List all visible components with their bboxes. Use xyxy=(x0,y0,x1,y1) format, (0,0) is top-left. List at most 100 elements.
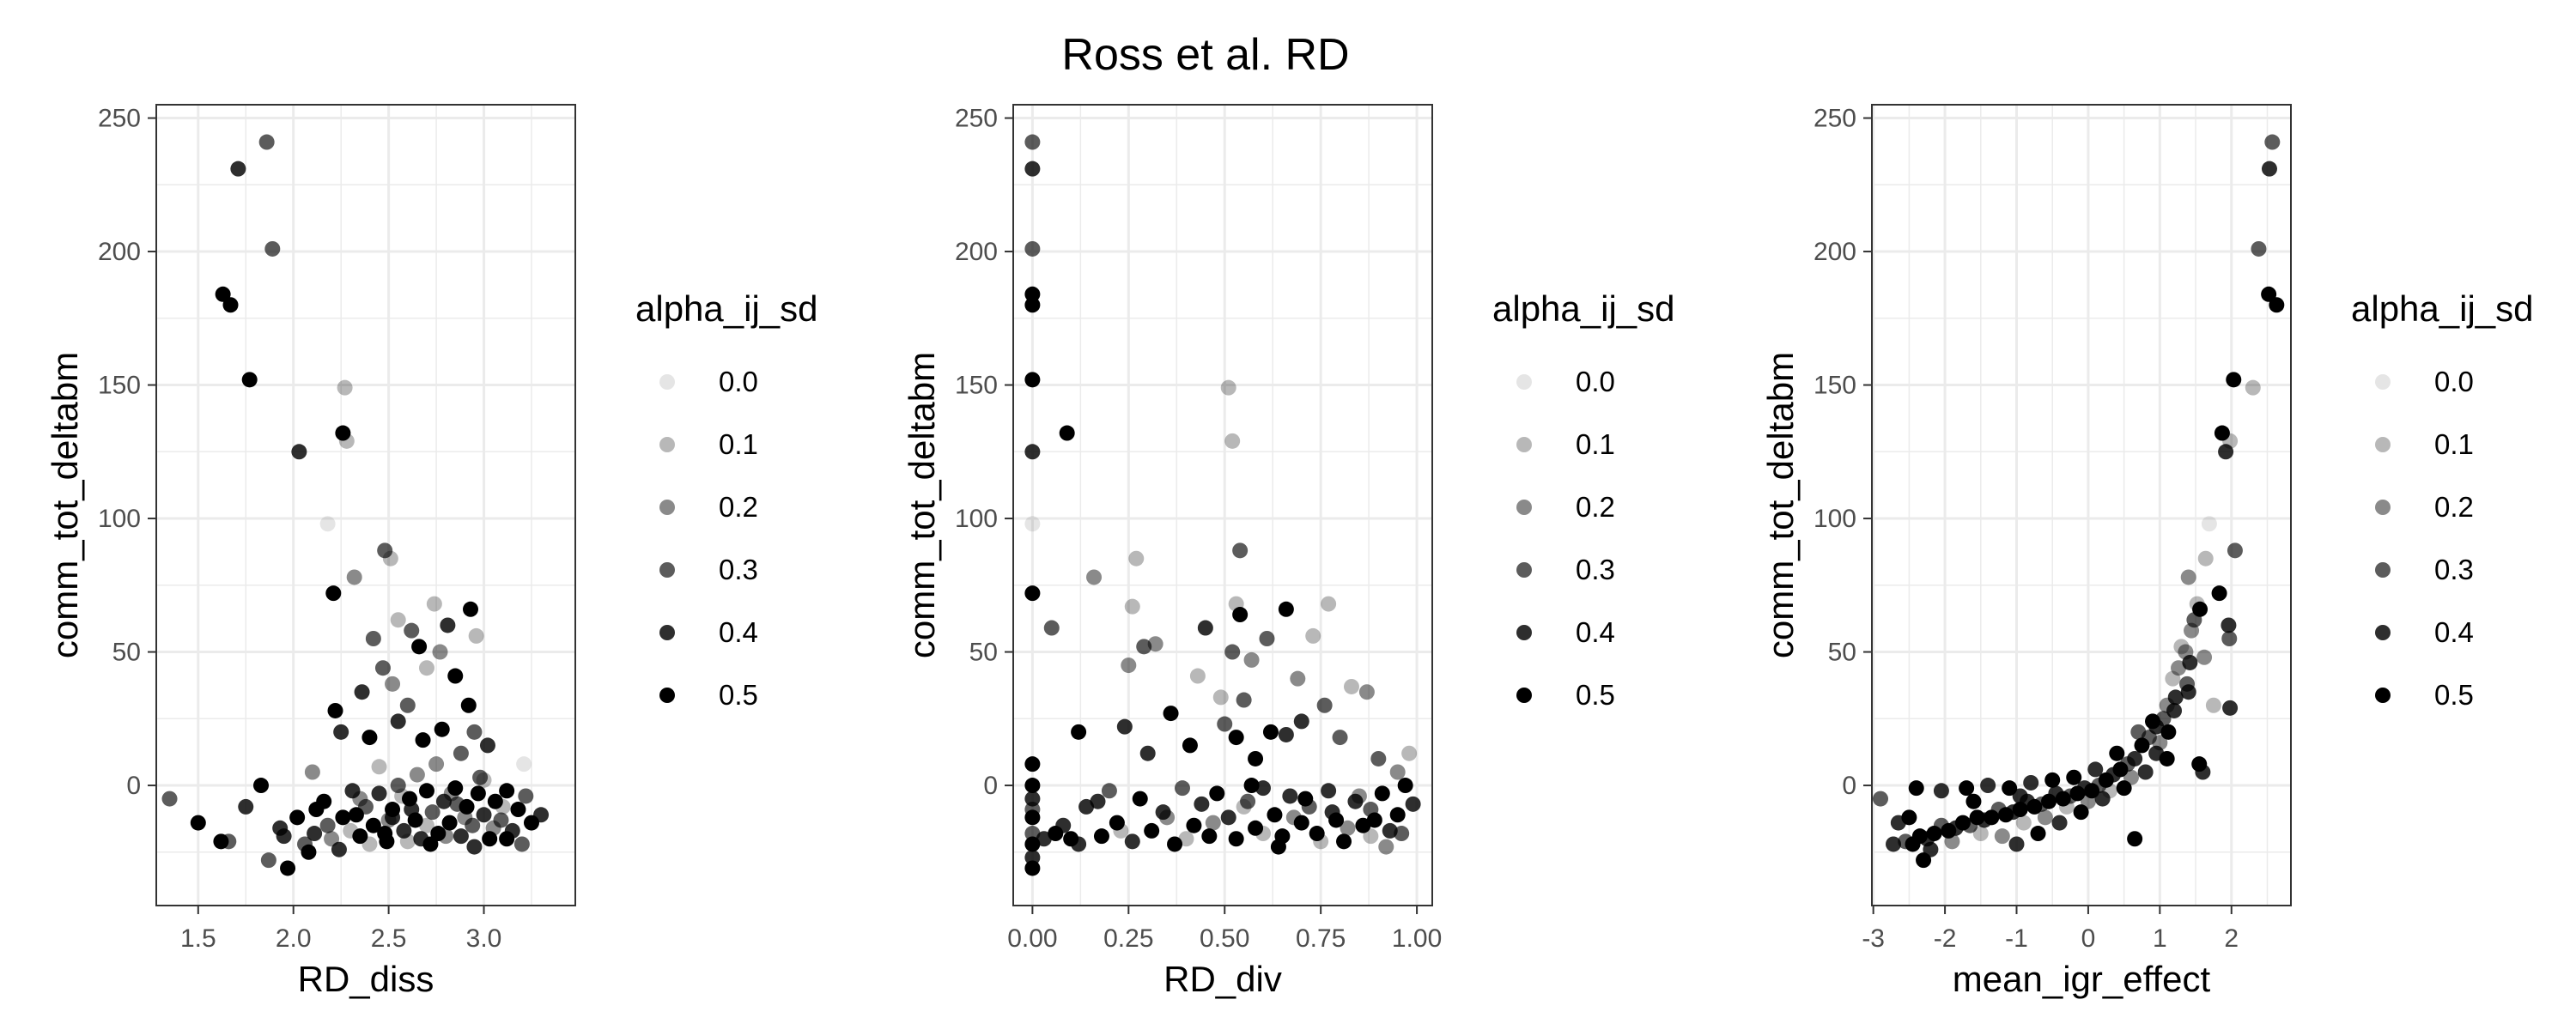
data-point xyxy=(1197,620,1213,636)
data-point xyxy=(325,585,342,602)
data-point xyxy=(1236,692,1252,708)
data-point xyxy=(2180,684,2196,700)
data-point xyxy=(1116,718,1133,735)
data-point xyxy=(1024,802,1041,818)
data-point xyxy=(1139,745,1156,761)
data-point xyxy=(2222,700,2239,716)
data-point xyxy=(1898,833,1914,850)
data-point xyxy=(221,833,237,850)
data-point xyxy=(2227,542,2243,559)
data-point xyxy=(1159,809,1176,826)
data-point xyxy=(222,297,239,313)
data-point xyxy=(493,812,509,828)
data-point xyxy=(1248,750,1264,766)
legend-label: 0.3 xyxy=(719,554,758,585)
data-point xyxy=(1071,836,1087,852)
data-point xyxy=(2226,372,2242,388)
data-point xyxy=(354,684,370,700)
data-point xyxy=(487,793,503,809)
data-point xyxy=(1290,670,1306,687)
data-point xyxy=(409,766,425,783)
data-point xyxy=(2094,791,2111,807)
data-point xyxy=(1186,817,1202,833)
data-point xyxy=(1351,788,1367,804)
legend-title: alpha_ij_sd xyxy=(635,288,818,329)
data-point xyxy=(418,783,434,799)
data-point xyxy=(1163,706,1179,722)
legend-label: 0.1 xyxy=(719,428,758,460)
data-point xyxy=(513,836,530,852)
legend-key xyxy=(659,374,675,390)
data-point xyxy=(1332,730,1348,746)
chart-panel-3: -3 -2 -1 0 1 2 0 50 100 150 200 250 mean_igr_effect c… xyxy=(1760,104,2534,999)
data-point xyxy=(1209,785,1225,802)
data-point xyxy=(390,778,406,794)
data-point xyxy=(1363,828,1379,845)
data-point xyxy=(1155,804,1171,821)
data-point xyxy=(1024,791,1041,807)
data-point xyxy=(161,791,178,807)
x-tick-label: 2.5 xyxy=(371,924,407,953)
x-axis-title: mean_igr_effect xyxy=(1953,959,2211,999)
legend: alpha_ij_sd 0.0 0.1 0.2 0.3 0.4 0.5 xyxy=(1492,288,1675,711)
data-point xyxy=(1205,815,1221,831)
x-axis-title: RD_diss xyxy=(298,959,434,999)
data-point xyxy=(1405,796,1421,812)
data-point xyxy=(470,785,486,802)
y-tick-label: 150 xyxy=(98,372,141,400)
data-point xyxy=(2145,713,2161,730)
data-point xyxy=(280,860,296,876)
data-point xyxy=(361,836,378,852)
data-point xyxy=(1024,850,1041,866)
data-point xyxy=(1297,791,1314,807)
y-tick-label: 0 xyxy=(126,772,141,800)
data-point xyxy=(499,783,515,799)
data-point xyxy=(1389,807,1406,823)
data-point xyxy=(2205,697,2221,713)
data-point xyxy=(352,828,368,845)
panels: 1.5 2.0 2.5 3.0050100150200250RD_disscomm_t… xyxy=(45,104,2534,999)
data-point xyxy=(382,550,398,566)
data-point xyxy=(1347,793,1364,809)
data-point xyxy=(1886,836,1902,852)
data-point xyxy=(1370,750,1387,766)
panel-background xyxy=(1872,105,2291,906)
data-point xyxy=(1267,807,1283,823)
data-point xyxy=(1024,756,1041,772)
data-point xyxy=(1321,596,1337,612)
y-axis-title: comm_tot_deltabm xyxy=(1760,352,1801,658)
data-point xyxy=(365,631,381,646)
data-point xyxy=(1972,826,1989,842)
chart-panel-1: 1.5 2.0 2.5 3.0 0 50 100 150 200 250 RD_diss comm_t… xyxy=(45,104,818,999)
data-point xyxy=(2264,134,2281,150)
y-tick-label: 50 xyxy=(969,639,998,667)
data-point xyxy=(230,161,246,177)
legend-key xyxy=(2375,374,2391,390)
data-point xyxy=(327,702,343,718)
x-tick-label: 1.00 xyxy=(1392,924,1442,953)
data-point xyxy=(460,697,477,713)
data-point xyxy=(2195,764,2211,780)
y-axis-title: comm_tot_deltabm xyxy=(45,352,85,658)
data-point xyxy=(1182,737,1198,754)
data-point xyxy=(1124,833,1140,850)
x-tick-label: -3 xyxy=(1862,924,1885,953)
data-point xyxy=(1293,815,1309,831)
data-point xyxy=(1217,716,1233,732)
data-point xyxy=(2196,649,2213,665)
data-point xyxy=(1262,724,1279,740)
data-point xyxy=(2245,379,2261,396)
data-point xyxy=(2130,724,2147,740)
data-point xyxy=(435,793,452,809)
data-point xyxy=(447,780,464,797)
legend-label: 0.4 xyxy=(1576,616,1615,648)
data-point xyxy=(377,542,393,559)
data-point xyxy=(1305,627,1321,644)
data-point xyxy=(1167,836,1183,852)
x-tick-label: -1 xyxy=(2005,924,2028,953)
y-tick-label: 250 xyxy=(1814,105,1856,133)
y-tick-label: 0 xyxy=(983,772,998,800)
data-point xyxy=(1113,822,1129,839)
data-point xyxy=(264,240,281,257)
data-point xyxy=(2201,516,2217,532)
